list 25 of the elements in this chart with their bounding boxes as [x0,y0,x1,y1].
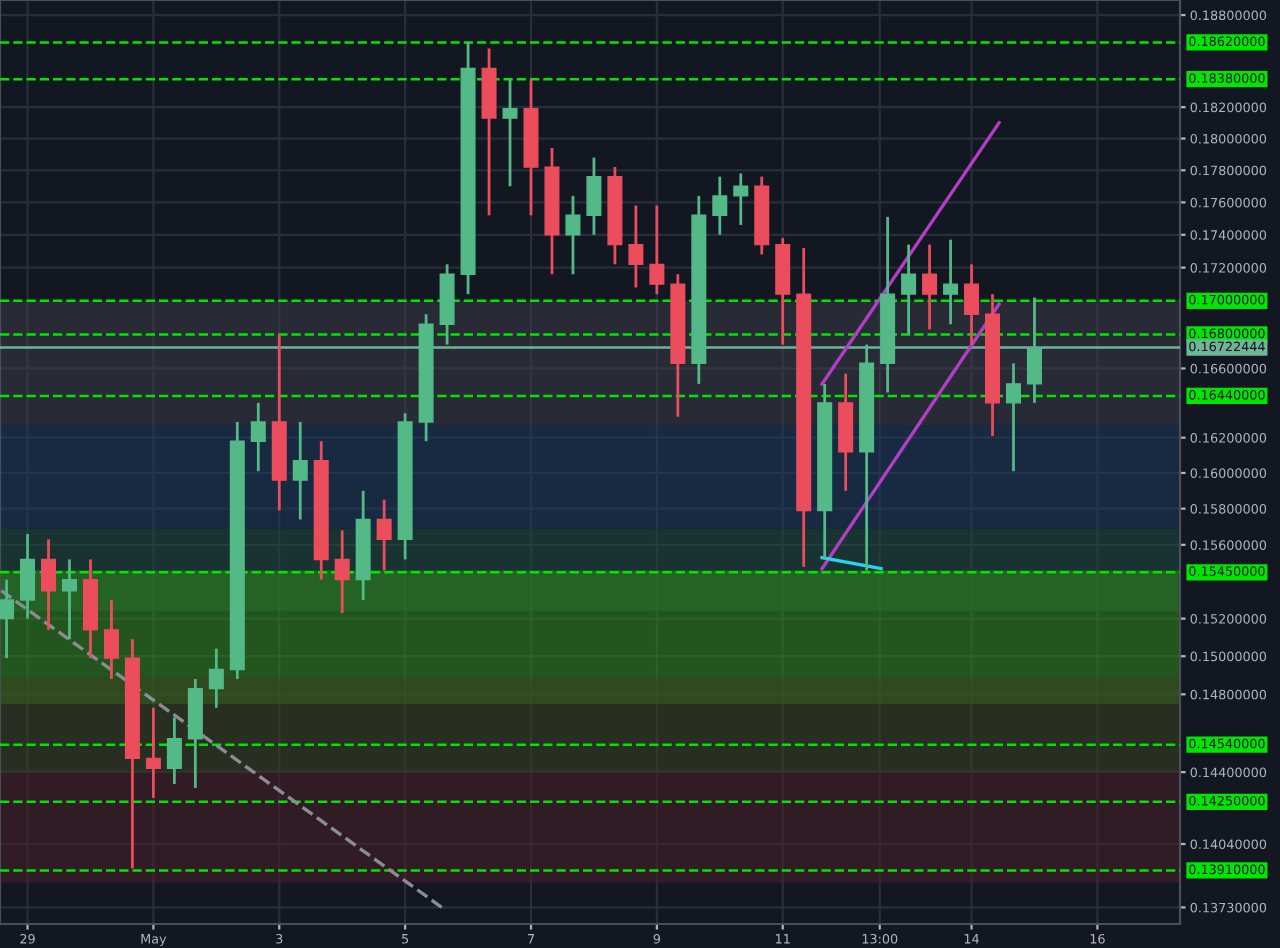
candlestick [292,420,308,521]
candlestick [712,175,728,237]
candlestick [565,194,581,276]
candlestick [943,238,959,326]
candlestick [20,532,36,620]
candlestick [586,156,602,237]
candlestick [733,172,749,227]
candlestick [1026,296,1042,405]
candlestick [166,716,182,786]
candlestick [964,262,980,346]
candlestick [376,498,392,572]
candlestick [334,528,350,615]
candlestick [502,77,518,188]
candlestick [40,538,57,632]
candlestick [0,578,15,660]
candlestick [649,204,665,296]
candlestick [103,598,119,681]
candlestick [208,647,224,710]
candlestick [1005,361,1022,473]
candlestick [145,706,161,800]
candlestick [628,204,644,289]
candlestick [61,558,78,641]
candlestick [901,243,917,336]
candlestick [922,243,938,331]
candlestick [250,401,266,473]
